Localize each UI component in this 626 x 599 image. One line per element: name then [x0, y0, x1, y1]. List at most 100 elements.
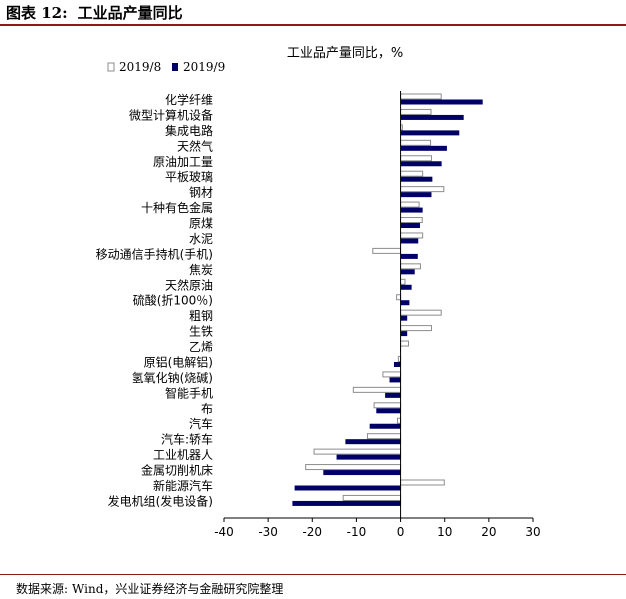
category-label: 生铁 [189, 325, 213, 339]
bar-2019-8 [313, 448, 402, 455]
bar-2019-8 [400, 309, 442, 316]
bar-2019-9 [400, 284, 412, 290]
bar-2019-8 [400, 170, 424, 177]
bar-2019-8 [396, 294, 402, 301]
bar-2019-8 [305, 464, 402, 471]
category-label: 集成电路 [165, 123, 213, 138]
category-label: 氢氧化钠(烧碱) [132, 370, 213, 385]
category-label: 钢材 [189, 186, 213, 200]
x-axis: -40 -30 -20 -10 0 10 20 30 [214, 91, 541, 539]
category-label: 化学纤维 [165, 92, 213, 107]
category-label: 原煤 [189, 217, 213, 231]
bar-2019-9 [400, 300, 410, 306]
category-label: 原铝(电解铝) [144, 354, 213, 369]
bar-2019-8 [400, 263, 421, 270]
bar-2019-8 [373, 402, 402, 409]
bar-2019-8 [342, 494, 402, 501]
bar-2019-9 [385, 392, 401, 398]
bar-2019-8 [372, 247, 402, 254]
bar-2019-9 [400, 315, 408, 321]
category-label: 金属切削机床 [141, 463, 213, 478]
category-label: 硫酸(折100％) [133, 293, 213, 308]
category-label: 微型计算机设备 [129, 107, 213, 122]
bar-2019-9 [400, 269, 415, 275]
x-tick-label: -10 [347, 525, 367, 539]
category-label: 乙烯 [189, 340, 213, 354]
bar-2019-9 [389, 377, 401, 383]
category-label: 焦炭 [189, 263, 213, 277]
category-label: 汽车 [189, 416, 213, 431]
category-label: 布 [201, 402, 213, 416]
chart-title: 工业品产量同比，% [287, 46, 403, 61]
x-tick-label: 20 [481, 525, 496, 539]
bar-2019-8 [400, 155, 432, 162]
bar-2019-9 [400, 331, 408, 337]
bar-2019-8 [400, 325, 432, 332]
bar-2019-8 [400, 108, 432, 115]
bar-2019-8 [400, 217, 423, 224]
bar-2019-9 [400, 223, 420, 229]
category-label: 智能手机 [165, 385, 213, 400]
bar-2019-8 [400, 232, 424, 239]
legend-label-2019-8: 2019/8 [119, 60, 161, 74]
bar-2019-9 [400, 161, 442, 167]
source-note: 数据来源: Wind，兴业证券经济与金融研究院整理 [16, 580, 287, 597]
source-label: 数据来源: [16, 582, 69, 596]
bar-2019-9 [294, 485, 401, 491]
x-tick-label: 0 [397, 525, 405, 539]
bar-2019-9 [369, 423, 401, 429]
source-text: Wind，兴业证券经济与金融研究院整理 [72, 582, 284, 596]
legend-label-2019-9: 2019/9 [183, 60, 225, 74]
x-tick-label: -20 [302, 525, 322, 539]
bar-2019-9 [400, 207, 423, 213]
category-label: 新能源汽车 [153, 478, 213, 493]
category-label: 十种有色金属 [141, 200, 213, 215]
bar-2019-8 [400, 340, 410, 347]
bar-2019-8 [400, 201, 420, 208]
category-label: 工业机器人 [153, 448, 213, 462]
bar-2019-9 [393, 361, 401, 367]
bar-2019-9 [336, 454, 401, 460]
figure-number: 图表 12: [6, 4, 68, 22]
category-label: 粗钢 [189, 309, 213, 323]
x-tick-label: 30 [525, 525, 540, 539]
bar-2019-9 [292, 500, 401, 506]
bar-2019-8 [400, 139, 432, 146]
bar-2019-9 [400, 145, 447, 151]
bar-2019-9 [400, 192, 432, 198]
bar-2019-9 [400, 238, 419, 244]
category-label: 天然气 [177, 138, 213, 153]
top-rule [0, 24, 626, 26]
x-tick-label: -40 [214, 525, 234, 539]
figure-title-text: 工业品产量同比 [77, 4, 183, 22]
bar-2019-9 [323, 470, 401, 476]
category-label: 平板玻璃 [165, 170, 213, 184]
category-label: 汽车:轿车 [161, 432, 213, 447]
bar-2019-9 [400, 130, 460, 136]
legend-swatch-2019-9 [172, 63, 178, 71]
category-label: 发电机组(发电设备) [108, 493, 213, 508]
bar-2019-8 [366, 433, 402, 440]
x-tick-label: -30 [258, 525, 278, 539]
bar-2019-9 [400, 99, 483, 105]
category-label: 原油加工量 [153, 155, 213, 169]
bar-2019-9 [400, 176, 433, 182]
bar-2019-9 [400, 253, 418, 259]
bar-2019-9 [345, 439, 401, 445]
bottom-rule [0, 574, 626, 575]
legend-swatch-2019-8 [107, 62, 115, 72]
bar-2019-9 [400, 114, 464, 120]
legend: 2019/8 2019/9 [107, 60, 225, 74]
bars-layer [292, 93, 483, 506]
figure-title: 图表 12: 工业品产量同比 [6, 2, 193, 23]
bar-2019-8 [352, 386, 402, 393]
bar-2019-8 [400, 479, 445, 486]
category-labels: 化学纤维微型计算机设备集成电路天然气原油加工量平板玻璃钢材十种有色金属原煤水泥移… [96, 92, 213, 508]
category-label: 天然原油 [165, 277, 213, 292]
bar-2019-8 [400, 186, 445, 193]
bar-2019-8 [400, 278, 406, 285]
bar-2019-9 [376, 408, 401, 414]
category-label: 水泥 [189, 232, 213, 246]
category-label: 移动通信手持机(手机) [96, 246, 213, 261]
